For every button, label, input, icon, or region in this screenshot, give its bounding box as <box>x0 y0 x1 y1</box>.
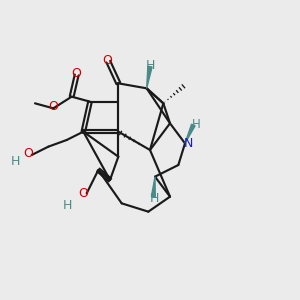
Polygon shape <box>185 124 195 143</box>
Text: O: O <box>72 67 82 80</box>
Text: O: O <box>102 54 112 67</box>
Text: O: O <box>79 187 88 200</box>
Text: H: H <box>192 118 201 131</box>
Text: O: O <box>24 147 34 160</box>
Text: H: H <box>62 199 72 212</box>
Text: O: O <box>48 100 58 113</box>
Polygon shape <box>147 66 152 88</box>
Text: N: N <box>184 137 193 150</box>
Polygon shape <box>152 177 155 197</box>
Text: H: H <box>150 192 160 205</box>
Text: H: H <box>11 155 20 168</box>
Text: H: H <box>145 59 155 72</box>
